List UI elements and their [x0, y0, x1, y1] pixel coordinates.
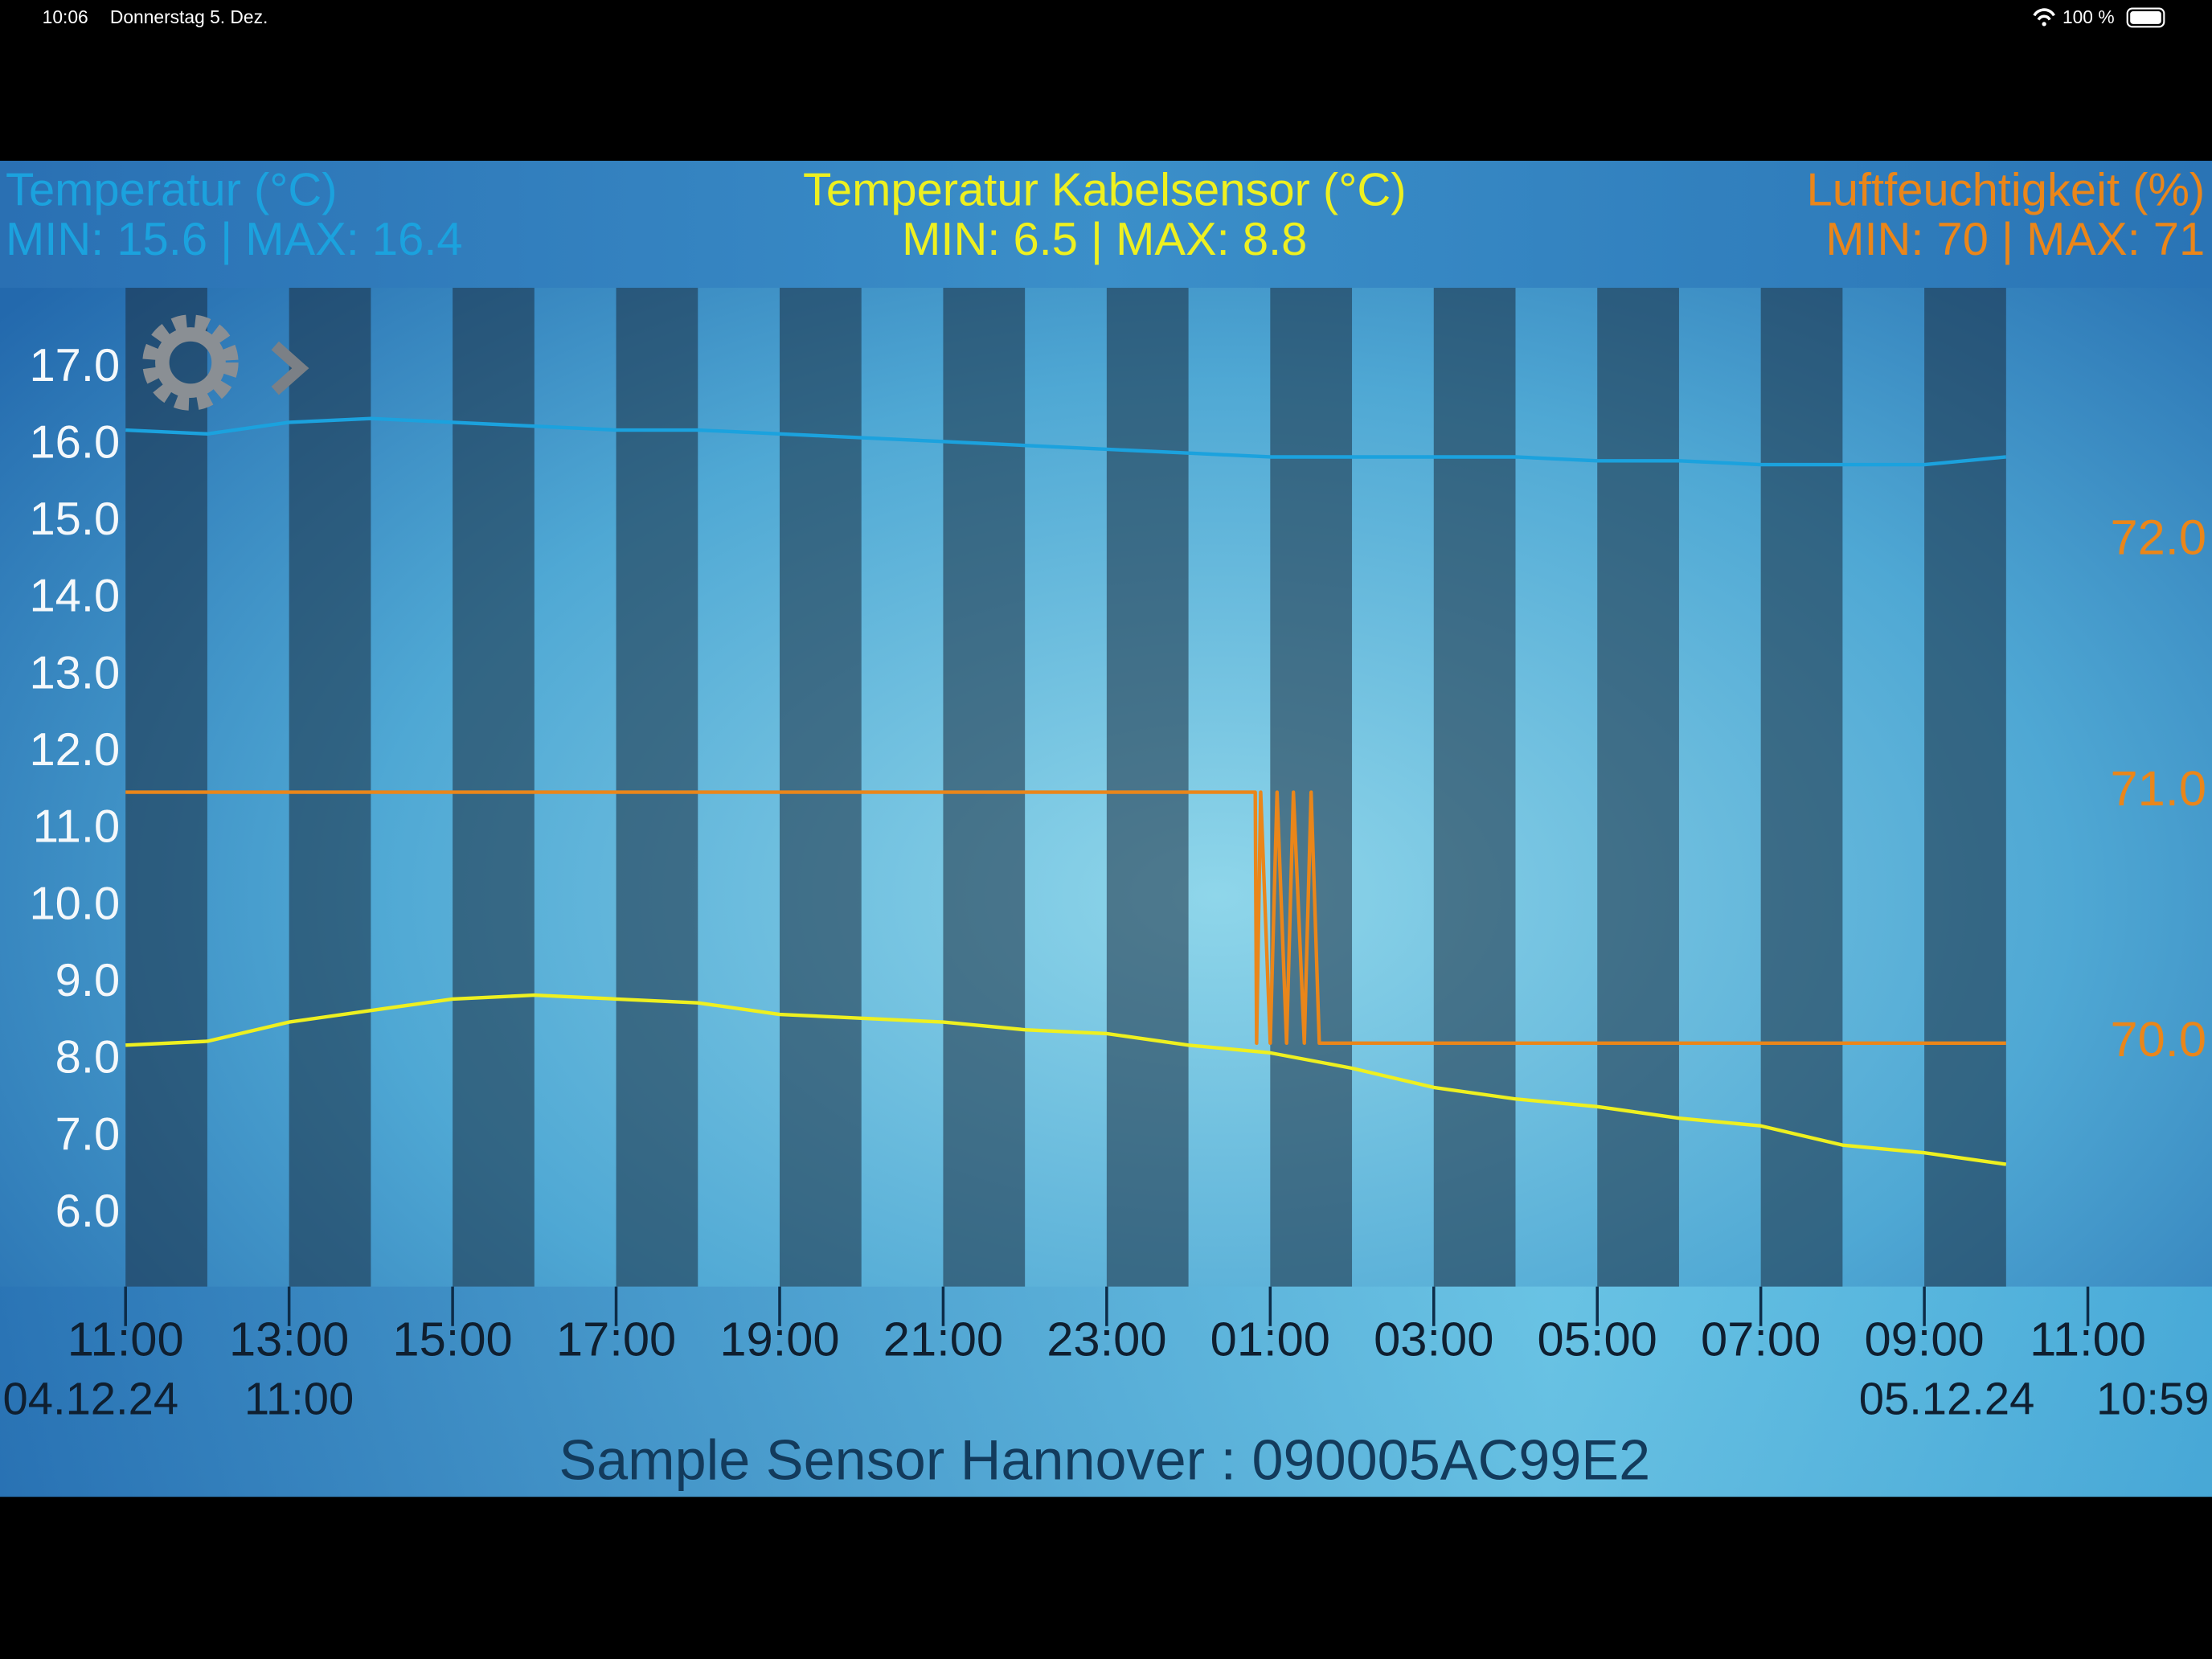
range-end-date: 05.12.24 — [1859, 1373, 2035, 1423]
wifi-icon — [2033, 8, 2055, 21]
x-tick-label: 11:00 — [68, 1313, 184, 1366]
chevron[interactable] — [271, 341, 309, 395]
hour-stripe — [1106, 288, 1189, 1287]
battery-icon — [2126, 7, 2165, 28]
y-tick-label: 10.0 — [29, 878, 120, 929]
gear-teeth[interactable] — [142, 314, 239, 411]
x-tick-label: 19:00 — [719, 1313, 839, 1366]
range-start-time: 11:00 — [244, 1373, 354, 1423]
series-name: Temperatur (°C) — [6, 165, 337, 216]
range-end-time: 10:59 — [2096, 1373, 2210, 1423]
y-tick-label: 14.0 — [29, 571, 120, 622]
plot — [125, 416, 2007, 1166]
hour-stripe — [616, 288, 698, 1287]
x-tick-label: 01:00 — [1210, 1313, 1330, 1366]
y2-tick-label: 70.0 — [2110, 1012, 2206, 1067]
x-tick-label: 15:00 — [392, 1313, 512, 1366]
y-tick-label: 17.0 — [29, 340, 120, 391]
status-bar: 10:06 Donnerstag 5. Dez. 100 % — [43, 6, 2165, 28]
hour-stripe — [1270, 288, 1353, 1287]
series-min-max: MIN: 70 | MAX: 71 — [1825, 214, 2205, 265]
x-tick-label: 05:00 — [1538, 1313, 1657, 1366]
y-tick-label: 9.0 — [55, 955, 120, 1006]
battery-level: 100 % — [2062, 6, 2115, 27]
series-name: Temperatur Kabelsensor (°C) — [803, 165, 1406, 216]
hour-stripe — [289, 288, 371, 1287]
y-tick-label: 16.0 — [29, 416, 120, 468]
series-min-max: MIN: 6.5 | MAX: 8.8 — [902, 214, 1307, 265]
series-min-max: MIN: 15.6 | MAX: 16.4 — [6, 214, 463, 265]
range-start-date: 04.12.24 — [3, 1373, 179, 1423]
x-tick-label: 09:00 — [1864, 1313, 1984, 1366]
x-tick-label: 07:00 — [1701, 1313, 1821, 1366]
hour-stripe — [1760, 288, 1843, 1287]
y2-tick-label: 72.0 — [2110, 510, 2206, 566]
hour-stripe — [1433, 288, 1516, 1287]
y-tick-label: 13.0 — [29, 647, 120, 698]
x-tick-label: 13:00 — [229, 1313, 349, 1366]
battery-fill — [2130, 11, 2161, 24]
series-line — [125, 993, 2007, 1166]
hour-stripes — [125, 288, 2006, 1287]
y-tick-label: 6.0 — [55, 1186, 120, 1237]
y2-tick-label: 71.0 — [2110, 761, 2206, 817]
hour-stripe — [125, 288, 207, 1287]
wifi-dot — [2042, 22, 2046, 27]
series-name: Luftfeuchtigkeit (%) — [1807, 165, 2206, 216]
header-band — [0, 161, 2212, 289]
x-tick-label: 11:00 — [2030, 1313, 2146, 1366]
x-tick-label: 21:00 — [883, 1313, 1003, 1366]
y-tick-label: 12.0 — [29, 724, 120, 776]
y-tick-label: 11.0 — [33, 801, 120, 853]
hour-stripe — [453, 288, 535, 1287]
series-line — [125, 790, 2006, 1046]
hour-stripe — [1597, 288, 1679, 1287]
hour-stripe — [1924, 288, 2006, 1287]
y-tick-label: 7.0 — [55, 1108, 120, 1160]
sensor-label: Sample Sensor Hannover : 090005AC99E2 — [559, 1428, 1650, 1491]
hour-stripe — [943, 288, 1026, 1287]
y-tick-label: 15.0 — [29, 494, 120, 545]
date: Donnerstag 5. Dez. — [110, 6, 268, 27]
y-tick-label: 8.0 — [55, 1032, 120, 1083]
hour-stripe — [779, 288, 862, 1287]
gear-icon[interactable] — [155, 327, 226, 398]
x-tick-label: 17:00 — [556, 1313, 676, 1366]
series-line — [125, 416, 2007, 467]
x-tick-label: 23:00 — [1047, 1313, 1166, 1366]
settings[interactable] — [142, 314, 309, 411]
x-tick-label: 03:00 — [1374, 1313, 1493, 1366]
clock: 10:06 — [43, 6, 88, 27]
